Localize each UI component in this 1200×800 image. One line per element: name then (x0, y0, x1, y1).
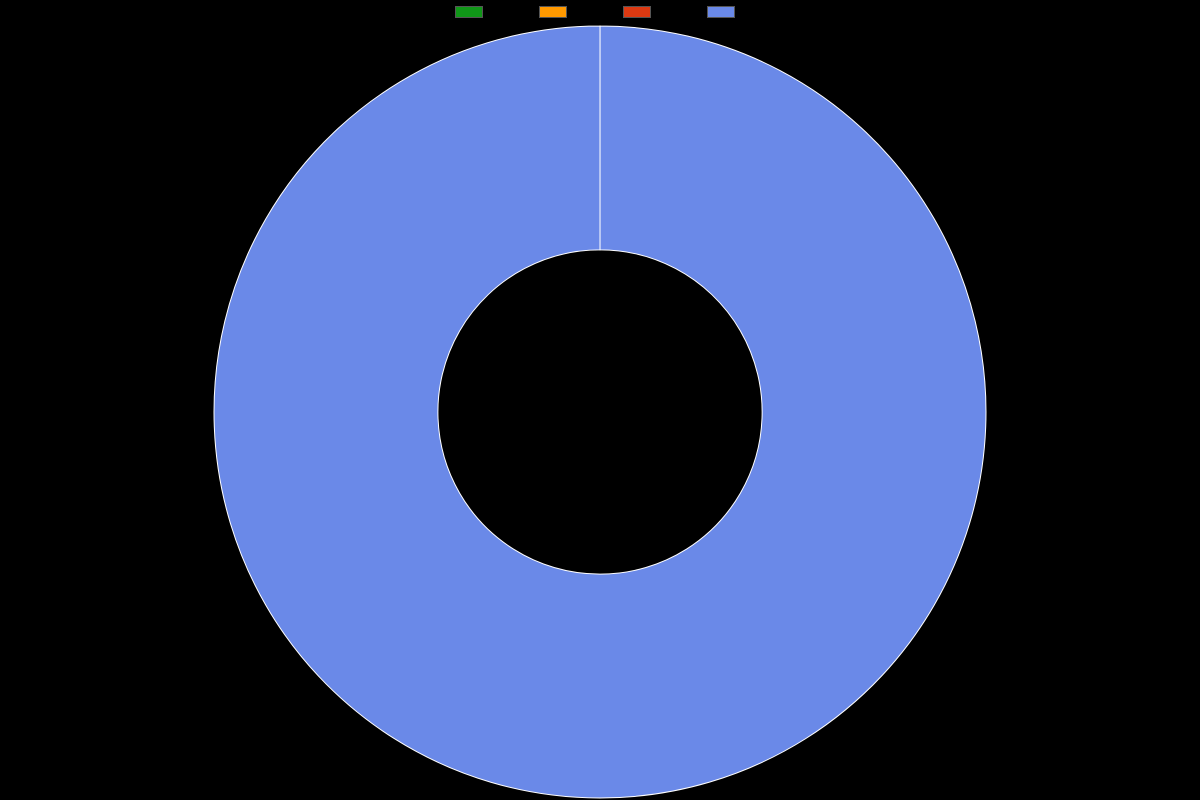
legend-item-0[interactable] (455, 6, 493, 18)
legend-item-2[interactable] (623, 6, 661, 18)
legend-item-3[interactable] (707, 6, 745, 18)
legend (0, 6, 1200, 18)
legend-swatch-1 (539, 6, 567, 18)
donut-chart (0, 24, 1200, 800)
donut-slice-3[interactable] (214, 26, 986, 798)
chart-container (0, 0, 1200, 800)
legend-item-1[interactable] (539, 6, 577, 18)
legend-swatch-0 (455, 6, 483, 18)
legend-swatch-2 (623, 6, 651, 18)
legend-swatch-3 (707, 6, 735, 18)
